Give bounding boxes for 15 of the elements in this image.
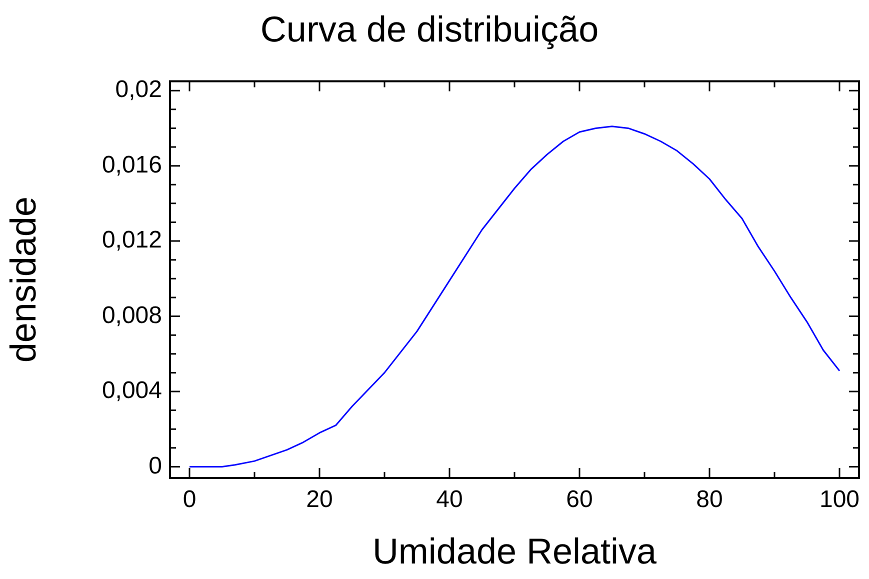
x-tick-label: 100 <box>819 486 860 514</box>
y-tick-label: 0,016 <box>102 151 162 178</box>
x-tick-label: 20 <box>306 486 333 514</box>
y-tick-label: 0,012 <box>102 226 162 254</box>
x-axis-title: Umidade Relativa <box>372 530 658 572</box>
x-tick-label: 40 <box>436 486 463 514</box>
y-tick-label: 0 <box>148 452 162 480</box>
y-tick-label: 0,008 <box>102 302 162 329</box>
y-tick-label: 0,02 <box>115 76 162 104</box>
y-tick-label: 0,004 <box>102 377 162 404</box>
x-tick-label: 80 <box>696 486 723 514</box>
x-tick-label: 0 <box>182 486 196 514</box>
x-tick-label: 60 <box>566 486 593 514</box>
y-axis-title: densidade <box>2 196 44 363</box>
chart-title: Curva de distribuição <box>260 8 599 50</box>
